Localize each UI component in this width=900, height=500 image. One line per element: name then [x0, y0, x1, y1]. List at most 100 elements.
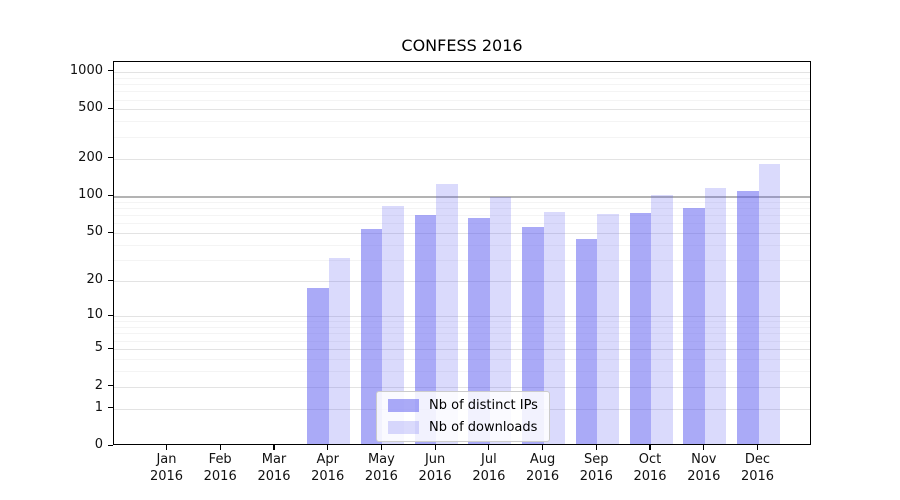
- bar-distinct-ips-jun: [414, 214, 437, 444]
- x-tick-mark: [756, 445, 759, 450]
- gridline-major: [114, 158, 810, 160]
- x-tick-year: 2016: [740, 469, 775, 484]
- y-tick-mark: [108, 385, 113, 387]
- gridline-minor: [114, 327, 810, 328]
- gridline-minor: [114, 321, 810, 323]
- x-tick-label: Apr 2016: [296, 451, 360, 485]
- bar-distinct-ips-jul: [468, 217, 490, 444]
- y-tick-label: 50: [86, 224, 103, 240]
- x-tick-year: 2016: [418, 469, 452, 484]
- y-tick-label: 0: [94, 437, 103, 452]
- y-tick-label: 2: [94, 377, 103, 393]
- gridline-major: [114, 281, 810, 283]
- x-tick-month: Dec: [744, 452, 771, 467]
- chart-title: CONFESS 2016: [401, 36, 523, 55]
- bar-distinct-ips-apr: [307, 287, 329, 444]
- bar-distinct-ips-may: [360, 229, 383, 444]
- x-tick-year: 2016: [633, 469, 667, 484]
- y-tick-label: 1: [94, 399, 103, 415]
- gridline-minor: [114, 83, 810, 85]
- gridline-minor: [114, 340, 810, 342]
- bar-downloads-sep: [597, 213, 619, 444]
- x-tick-mark: [165, 445, 168, 450]
- x-tick-month: Jun: [424, 452, 446, 467]
- gridline-major: [114, 349, 810, 350]
- x-tick-label: Jul 2016: [457, 451, 521, 485]
- x-tick-month: Sep: [584, 452, 609, 467]
- y-tick-label: 200: [78, 149, 103, 165]
- gridline-minor: [114, 333, 810, 335]
- gridline-minor: [114, 77, 810, 79]
- x-tick-mark: [595, 445, 597, 450]
- bar-downloads-aug: [543, 212, 566, 444]
- bar-distinct-ips-aug: [522, 227, 544, 444]
- legend-item-downloads: Nb of downloads: [388, 420, 538, 435]
- bar-downloads-dec: [758, 163, 780, 444]
- x-tick-mark: [327, 445, 329, 450]
- x-tick-mark: [219, 445, 221, 450]
- y-tick-label: 500: [78, 100, 103, 116]
- y-tick-mark: [108, 314, 113, 316]
- y-tick-label: 1000: [69, 62, 103, 78]
- gridline-minor: [114, 201, 810, 203]
- x-tick-mark: [380, 445, 382, 450]
- x-tick-label: Sep 2016: [564, 451, 628, 485]
- x-tick-year: 2016: [579, 469, 613, 484]
- y-tick-mark: [108, 70, 113, 72]
- legend-swatch-downloads: [388, 421, 419, 434]
- x-tick-year: 2016: [687, 469, 721, 484]
- plot-area: [113, 61, 811, 445]
- x-tick-year: 2016: [203, 469, 237, 484]
- bar-downloads-oct: [651, 195, 673, 444]
- x-tick-year: 2016: [526, 469, 560, 484]
- x-tick-label: Aug 2016: [511, 451, 575, 485]
- x-tick-mark: [273, 445, 275, 450]
- bar-downloads-jun: [436, 184, 458, 444]
- gridline-minor: [114, 223, 810, 225]
- y-tick-mark: [108, 231, 113, 233]
- x-tick-label: Nov 2016: [672, 451, 736, 485]
- y-tick-mark: [108, 279, 113, 281]
- y-tick-mark: [108, 194, 113, 196]
- gridline-minor: [114, 136, 810, 138]
- gridline-emphasized: [114, 195, 810, 198]
- y-tick-label: 100: [78, 187, 103, 203]
- gridline-minor: [114, 121, 810, 123]
- legend-label-downloads: Nb of downloads: [429, 420, 538, 435]
- x-tick-month: Apr: [316, 452, 339, 467]
- legend-item-distinct-ips: Nb of distinct IPs: [388, 398, 538, 413]
- bar-distinct-ips-oct: [629, 213, 651, 444]
- gridline-minor: [114, 260, 810, 261]
- gridline-major: [114, 316, 810, 318]
- x-tick-month: Aug: [529, 452, 556, 467]
- legend-swatch-distinct-ips: [388, 399, 419, 412]
- gridline-minor: [114, 91, 810, 93]
- x-tick-year: 2016: [311, 469, 345, 484]
- bar-distinct-ips-nov: [683, 208, 705, 444]
- y-tick-mark: [108, 157, 113, 159]
- gridline-major: [114, 386, 810, 388]
- x-tick-label: Jan 2016: [135, 451, 199, 485]
- gridline-major: [114, 109, 810, 111]
- y-tick-mark: [108, 347, 113, 349]
- x-tick-mark: [542, 445, 544, 450]
- gridline-major: [114, 233, 810, 235]
- x-tick-year: 2016: [149, 469, 184, 484]
- x-tick-month: Mar: [261, 452, 287, 467]
- y-tick-mark: [108, 107, 113, 109]
- gridline-major: [114, 71, 810, 73]
- y-tick-label: 5: [94, 340, 103, 355]
- x-tick-month: Feb: [208, 452, 232, 467]
- x-tick-label: Feb 2016: [188, 451, 252, 485]
- gridline-minor: [114, 99, 810, 101]
- x-tick-year: 2016: [472, 469, 506, 484]
- x-tick-month: Nov: [691, 452, 717, 467]
- gridline-minor: [114, 208, 810, 209]
- x-tick-mark: [649, 445, 651, 450]
- bar-downloads-jul: [489, 196, 512, 444]
- x-tick-month: Jul: [481, 452, 497, 467]
- x-tick-mark: [488, 445, 490, 450]
- legend: Nb of distinct IPs Nb of downloads: [376, 391, 550, 442]
- gridline-minor: [114, 244, 810, 246]
